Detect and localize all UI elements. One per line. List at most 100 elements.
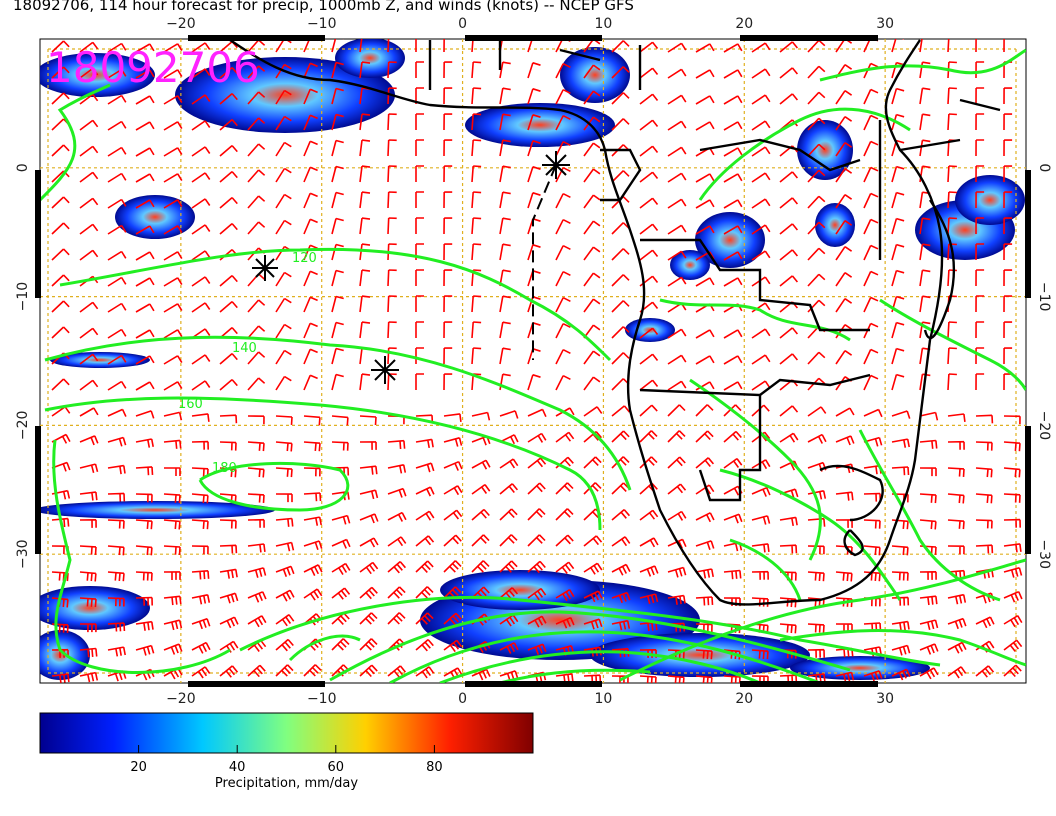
wind-barb <box>555 62 571 79</box>
x-tick-label-top: 0 <box>458 16 467 32</box>
wind-barb <box>723 147 743 157</box>
wind-barb <box>191 250 211 261</box>
wind-barb <box>835 324 853 339</box>
wind-barb <box>919 571 937 580</box>
wind-barb <box>471 347 482 365</box>
wind-barb <box>863 218 879 235</box>
wind-barb <box>639 41 659 53</box>
wind-barb <box>947 321 957 339</box>
wind-barb <box>219 300 238 313</box>
wind-barb <box>891 571 909 581</box>
wind-barb <box>163 545 181 556</box>
wind-barb <box>919 269 931 287</box>
wind-barb <box>275 375 292 391</box>
wind-barb <box>695 95 715 105</box>
wind-barb <box>247 351 266 365</box>
y-tick-label-left: −10 <box>15 282 31 312</box>
wind-barb <box>79 545 97 555</box>
wind-barb <box>191 94 211 105</box>
wind-barb <box>107 68 127 79</box>
wind-barb <box>667 42 687 53</box>
wind-barb <box>695 199 715 209</box>
wind-barb <box>471 61 482 79</box>
wind-barb <box>1003 543 1022 553</box>
height-contours <box>40 48 1026 683</box>
wind-barb <box>1003 415 1021 425</box>
wind-barb <box>779 327 799 339</box>
wind-barb <box>303 613 323 626</box>
wind-barb <box>807 65 826 79</box>
wind-barb <box>807 597 825 608</box>
wind-barb <box>863 348 879 365</box>
wind-barb <box>583 674 602 683</box>
wind-barb <box>723 69 743 79</box>
wind-barb <box>275 638 294 652</box>
wind-barb <box>275 565 295 577</box>
wind-barb <box>471 295 482 313</box>
wind-barb <box>275 441 293 452</box>
colorbar-ticks <box>138 745 435 753</box>
wind-barb <box>947 519 965 530</box>
wind-barb <box>695 430 714 443</box>
wind-barb <box>499 614 519 627</box>
wind-barb <box>975 467 993 478</box>
wind-barb <box>219 66 238 79</box>
wind-barb <box>835 571 853 582</box>
wind-barb <box>303 62 318 79</box>
wind-barb <box>135 355 155 365</box>
wind-barb <box>947 347 957 365</box>
wind-barb <box>751 649 769 660</box>
wind-barb <box>135 466 154 476</box>
wind-barb <box>163 251 183 261</box>
wind-barb <box>751 543 770 553</box>
wind-barb <box>79 93 99 105</box>
wind-barb <box>303 218 318 235</box>
wind-barb <box>891 269 905 287</box>
wind-barb <box>639 353 659 365</box>
wind-barb <box>1003 217 1013 235</box>
x-tick-label-bottom: 20 <box>735 691 753 707</box>
wind-barb <box>415 586 434 599</box>
wind-barb <box>779 432 799 443</box>
wind-barb <box>891 644 911 656</box>
wind-barb <box>191 570 210 580</box>
wind-barb <box>331 243 344 261</box>
wind-barb <box>415 510 435 521</box>
wind-barb <box>359 612 378 625</box>
wind-barb <box>135 225 155 235</box>
wind-barb <box>443 560 462 573</box>
wind-barb <box>499 410 519 419</box>
wind-barb <box>303 166 318 183</box>
wind-barb <box>947 191 957 209</box>
wind-barb <box>975 113 985 131</box>
wind-barb <box>415 139 424 156</box>
wind-barb <box>695 540 715 551</box>
right-axis-labels: 0 −10 −20 −30 <box>1036 163 1052 569</box>
wind-barb <box>219 544 238 554</box>
wind-barb <box>443 165 453 183</box>
wind-barb <box>1003 39 1005 53</box>
wind-barb <box>863 408 883 418</box>
wind-barb <box>1003 321 1013 339</box>
wind-barb <box>807 351 826 365</box>
wind-barb <box>331 87 344 105</box>
wind-barb <box>695 512 715 523</box>
wind-barb <box>975 414 994 424</box>
wind-barb <box>611 563 631 576</box>
wind-barb <box>191 641 211 654</box>
wind-barb <box>79 327 99 339</box>
wind-barb <box>863 114 879 131</box>
wind-barb <box>639 249 659 261</box>
wind-barb <box>751 623 769 634</box>
wind-barb <box>639 593 659 604</box>
wind-barb <box>863 374 879 391</box>
wind-barb <box>891 165 905 183</box>
wind-barb <box>359 561 379 575</box>
wind-barb <box>555 218 571 235</box>
wind-barb <box>303 140 318 157</box>
wind-barb <box>303 322 318 339</box>
y-tick-label-left: −20 <box>15 411 31 441</box>
wind-barb <box>359 321 371 339</box>
wind-barb <box>387 439 406 450</box>
wind-barb <box>583 562 603 575</box>
